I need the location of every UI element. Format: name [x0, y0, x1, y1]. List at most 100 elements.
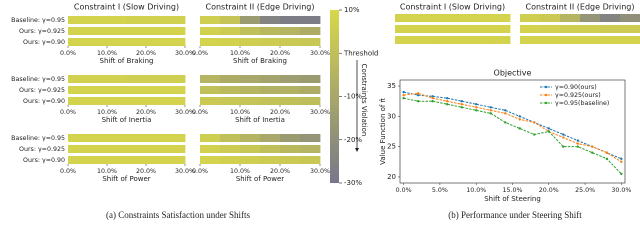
series-point — [547, 130, 550, 133]
heat-cell — [240, 75, 261, 83]
row-label: Ours: γ=0.90 — [23, 39, 65, 46]
heat-cell — [471, 14, 492, 22]
heat-cell — [280, 16, 301, 24]
x-tick-label: 20.0% — [270, 50, 290, 57]
heat-cell — [452, 25, 473, 33]
heat-cell — [240, 156, 261, 164]
colorbar-label: Constraints Violation — [360, 64, 368, 137]
panel-title: Constraint II (Edge Driving) — [526, 3, 635, 12]
heat-cell — [146, 97, 166, 105]
series-point — [416, 100, 420, 103]
x-tick-label: 30.0% — [175, 109, 195, 116]
heat-cell — [165, 16, 186, 24]
heat-cell — [146, 38, 166, 46]
heat-cell — [200, 86, 221, 94]
colorbar-tick-label: -20% — [344, 136, 362, 144]
x-tick-label: 30.0% — [310, 109, 330, 116]
series-point — [431, 100, 434, 103]
heat-cell — [560, 25, 581, 33]
heat-cell — [433, 36, 453, 44]
heat-cell — [600, 36, 621, 44]
heat-cell — [126, 86, 147, 94]
heat-cell — [240, 86, 261, 94]
x-axis-label: Shift of Inertia — [102, 116, 152, 124]
series-point — [475, 109, 478, 112]
row-label: Baseline: γ=0.95 — [11, 135, 65, 142]
x-tick-label: 20.0% — [270, 168, 290, 175]
heat-cell — [414, 36, 434, 44]
series-line — [403, 97, 622, 175]
x-tick-label: 10.0% — [97, 109, 117, 116]
series-point — [445, 103, 449, 106]
colorbar — [330, 10, 339, 183]
row-label: Ours: γ=0.925 — [19, 28, 65, 35]
heat-cell — [68, 16, 88, 24]
series-point — [518, 115, 521, 118]
heat-cell — [68, 27, 88, 35]
heat-cell — [490, 14, 511, 22]
x-tick-label: 20.0% — [136, 109, 156, 116]
heat-cell — [580, 36, 601, 44]
row-label: Baseline: γ=0.95 — [11, 76, 65, 83]
series-point — [576, 145, 580, 148]
series-point — [402, 96, 405, 100]
heat-cell — [471, 36, 492, 44]
x-tick-label: 5.0% — [432, 187, 448, 194]
heat-cell — [87, 145, 108, 153]
heat-cell — [300, 16, 321, 24]
heat-cell — [260, 38, 281, 46]
heat-cell — [68, 145, 88, 153]
heat-cell — [220, 145, 241, 153]
x-axis-label: Shift of Steering — [484, 195, 541, 203]
row-label: Ours: γ=0.925 — [19, 87, 65, 94]
heat-cell — [87, 27, 108, 35]
heat-cell — [200, 145, 221, 153]
heat-cell — [165, 145, 186, 153]
threshold-label: Threshold — [343, 49, 379, 57]
heat-cell — [126, 38, 147, 46]
x-tick-label: 0.0% — [192, 168, 208, 175]
heat-cell — [580, 14, 601, 22]
heat-cell — [68, 97, 88, 105]
y-tick-label: 25 — [387, 143, 396, 151]
x-axis-label: Shift of Braking — [233, 57, 287, 65]
heat-cell — [87, 75, 108, 83]
caption-a: (a) Constraints Satisfaction under Shift… — [106, 210, 250, 220]
series-point — [431, 96, 434, 100]
heat-cell — [200, 156, 221, 164]
heat-cell — [300, 145, 321, 153]
heat-cell — [107, 134, 127, 142]
heat-cell — [146, 27, 166, 35]
heat-cell — [126, 27, 147, 35]
heat-cell — [395, 14, 415, 22]
heat-cell — [300, 86, 321, 94]
heat-cell — [165, 97, 186, 105]
heat-cell — [220, 134, 241, 142]
heat-cell — [126, 145, 147, 153]
heat-cell — [200, 38, 221, 46]
series-point — [576, 139, 580, 142]
x-tick-label: 0.0% — [396, 187, 412, 194]
series-point — [504, 112, 507, 115]
series-point — [591, 151, 594, 154]
series-point — [460, 106, 463, 109]
heat-cell — [126, 75, 147, 83]
heat-cell — [87, 16, 108, 24]
series-point — [605, 157, 609, 160]
x-tick-label: 30.0% — [310, 50, 330, 57]
legend-marker — [544, 101, 548, 105]
x-axis-label: Shift of Braking — [100, 57, 154, 65]
heat-cell — [107, 27, 127, 35]
series-point — [416, 93, 420, 97]
heat-cell — [520, 25, 541, 33]
heat-cell — [260, 134, 281, 142]
series-point — [605, 151, 609, 154]
x-tick-label: 0.0% — [192, 109, 208, 116]
x-tick-label: 30.0% — [310, 168, 330, 175]
heat-cell — [146, 134, 166, 142]
heat-cell — [600, 14, 621, 22]
series-point — [591, 145, 594, 148]
x-tick-label: 20.0% — [136, 168, 156, 175]
x-axis-label: Shift of Inertia — [235, 116, 285, 124]
heat-cell — [68, 86, 88, 94]
